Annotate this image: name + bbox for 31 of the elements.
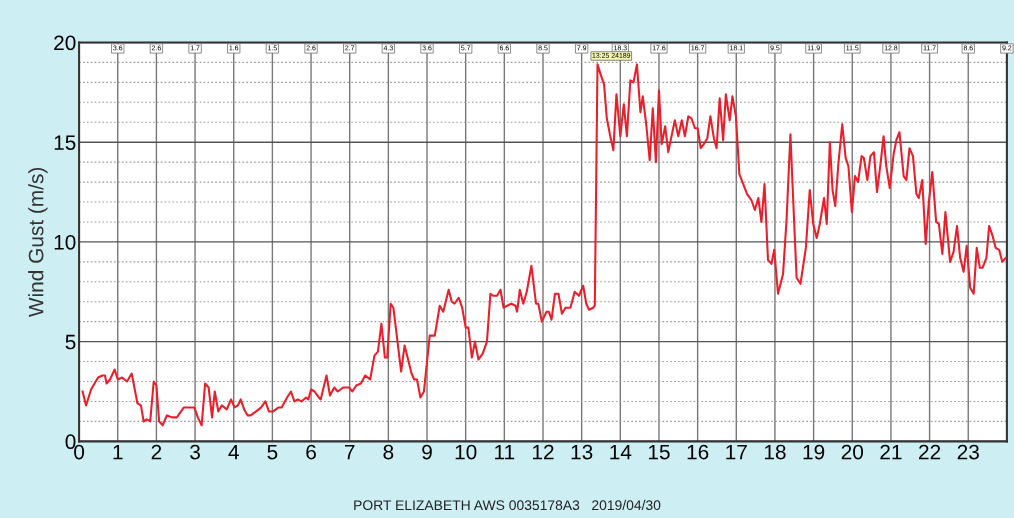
line-series	[81, 63, 1007, 427]
x-tick-label: 15	[648, 444, 670, 460]
x-tick-label: 11	[495, 444, 515, 460]
x-tick-label: 5	[267, 444, 278, 460]
x-tick-label: 6	[306, 444, 316, 460]
x-tick-label: 21	[880, 444, 902, 460]
x-tick-label: 7	[344, 444, 355, 460]
x-tick-label: 22	[919, 444, 941, 460]
x-tick-label: 8	[383, 444, 394, 460]
x-tick-label: 17	[726, 444, 747, 460]
x-tick-label: 19	[803, 444, 825, 460]
x-tick-label: 16	[687, 444, 709, 460]
x-tick-label: 3	[190, 444, 200, 460]
y-tick-label: 5	[65, 334, 76, 350]
y-tick-label: 10	[54, 234, 76, 250]
x-tick-label: 12	[533, 444, 554, 460]
y-tick-label: 15	[54, 135, 76, 150]
x-tick-label: 20	[841, 444, 864, 460]
x-tick-label: 10	[455, 444, 477, 460]
x-tick-label: 1	[113, 444, 123, 460]
x-tick-label: 18	[764, 444, 786, 460]
x-tick-label: 2	[151, 444, 162, 460]
x-tick-label: 14	[610, 444, 632, 460]
y-tick-label: 20	[54, 35, 76, 51]
x-tick-label: 23	[957, 444, 979, 460]
y-tick-label: 0	[65, 434, 76, 450]
x-tick-label: 9	[422, 444, 432, 460]
x-tick-label: 13	[571, 444, 593, 460]
x-tick-label: 4	[228, 444, 239, 460]
text: PORT ELIZABETH AWS 0035178A3 2019/04/30	[354, 499, 661, 511]
y-axis-title: Wind Gust (m/s)	[28, 167, 48, 318]
